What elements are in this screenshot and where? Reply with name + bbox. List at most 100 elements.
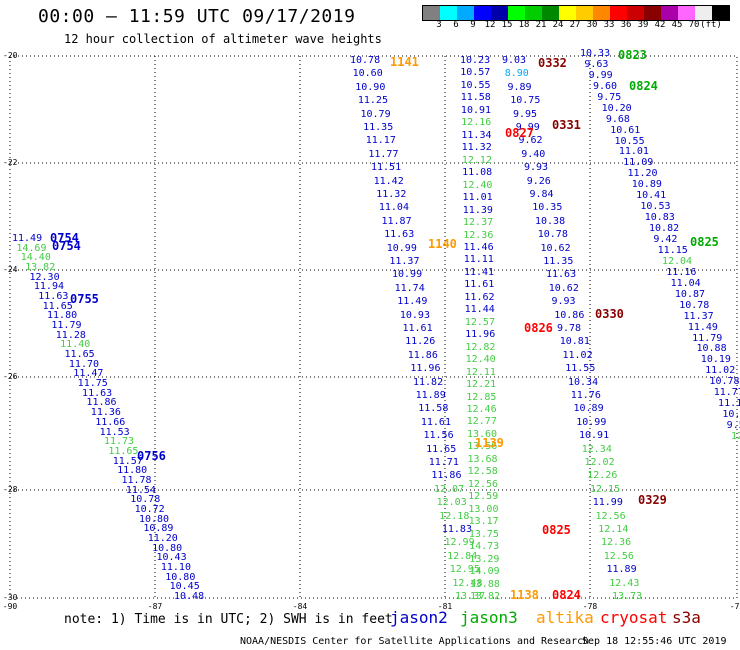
wave-height-value: 10.99 [392, 269, 423, 281]
pass-time-label: 1139 [475, 436, 504, 450]
wave-height-value: 11.51 [371, 162, 402, 174]
wave-height-value: 11.63 [38, 291, 69, 303]
scale-label: 36 [620, 20, 632, 30]
wave-height-value: 11.53 [99, 426, 130, 438]
wave-height-value: 10.20 [601, 102, 632, 114]
wave-height-value: 11.89 [415, 390, 446, 401]
pass-time-label: 0756 [137, 449, 166, 463]
wave-height-value: 14.40 [20, 252, 51, 264]
scale-swatch [627, 6, 644, 20]
wave-height-value: 13.37 [455, 591, 486, 602]
wave-height-value: 11.86 [431, 470, 462, 482]
wave-height-value: 10.33 [580, 48, 611, 59]
scale-swatch [695, 6, 712, 20]
wave-height-value: 13.56 [467, 441, 498, 453]
scale-swatch [576, 6, 593, 20]
wave-height-value: 11.15 [657, 244, 688, 256]
wave-height-value: 11.62 [464, 291, 495, 303]
wave-height-value: 12.40 [462, 179, 493, 191]
wave-height-value: 10.60 [352, 68, 383, 80]
wave-height-value: 10.23 [460, 55, 491, 66]
wave-height-value: 9.26 [526, 175, 551, 187]
wave-height-value: 10.62 [540, 242, 571, 254]
wave-height-value: 10.99 [576, 416, 607, 428]
wave-height-value: 10.78 [537, 229, 568, 241]
latitude-label: -24 [3, 265, 18, 274]
wave-height-value: 10.2 [722, 409, 740, 421]
wave-height-value: 11.77 [368, 148, 399, 160]
wave-height-value: 10.86 [554, 309, 585, 321]
wave-height-value: 10.55 [614, 135, 645, 147]
wave-height-value: 11.35 [363, 122, 394, 133]
wave-height-value: 11.11 [463, 254, 494, 266]
wave-height-value: 10.87 [674, 288, 706, 300]
scale-label: 12 [484, 20, 496, 30]
pass-time-label: 0331 [552, 118, 581, 132]
wave-height-value: 11.04 [670, 277, 701, 289]
pass-time-label: 0754 [50, 231, 79, 245]
wave-height-value: 9.99 [588, 69, 613, 81]
scale-swatch [542, 6, 559, 20]
wave-height-value: 9.84 [529, 189, 554, 200]
wave-height-value: 11.54 [125, 484, 156, 496]
wave-height-value: 11.87 [381, 215, 412, 227]
wave-height-value: 12.57 [464, 316, 495, 328]
wave-height-value: 11.39 [462, 204, 493, 216]
wave-height-value: 11.55 [565, 363, 596, 375]
wave-height-value: 11.99 [592, 497, 623, 509]
wave-height-value: 11.01 [462, 192, 493, 204]
wave-height-value: 11.16 [666, 266, 697, 278]
wave-height-value: 12.99 [444, 537, 475, 549]
legend-jason3: jason3 [460, 608, 518, 627]
longitude-label: -90 [2, 602, 18, 611]
wave-height-value: 13.00 [468, 503, 499, 515]
wave-height-value: 10.93 [399, 309, 430, 321]
pass-time-label: 1141 [390, 55, 419, 69]
wave-height-value: 10.89 [143, 523, 174, 535]
wave-height-value: 12.34 [581, 443, 612, 455]
wave-height-value: 11.20 [147, 532, 178, 544]
wave-height-value: 12.11 [465, 366, 496, 378]
scale-swatch [423, 6, 440, 20]
wave-height-value: 13.60 [466, 428, 498, 440]
wave-height-value: 12.04 [661, 255, 693, 267]
wave-height-value: 11.86 [86, 397, 117, 409]
wave-height-value: 11.73 [103, 436, 135, 448]
wave-height-value: 12.02 [584, 457, 615, 468]
wave-height-value: 11.71 [428, 457, 459, 468]
wave-height-value: 10.75 [510, 95, 541, 107]
wave-height-value: 12.56 [595, 510, 626, 522]
wave-height-value: 12.21 [466, 379, 497, 391]
longitude-label: -78 [582, 602, 598, 611]
map-title: 00:00 – 11:59 UTC 09/17/2019 [38, 6, 356, 27]
wave-height-value: 12.56 [603, 550, 634, 562]
pass-time-label: 0329 [638, 493, 667, 507]
wave-height-color-scale [422, 5, 730, 21]
wave-height-value: 10.91 [579, 430, 610, 442]
wave-height-value: 10.80 [165, 571, 196, 583]
wave-height-value: 12.95 [449, 564, 480, 576]
wave-height-value: 11.76 [570, 390, 601, 401]
wave-height-value: 9.40 [521, 148, 546, 160]
wave-height-value: 12.46 [466, 404, 497, 416]
wave-height-value: 13.68 [467, 453, 498, 465]
wave-height-value: 11.36 [90, 407, 121, 419]
latitude-label: -20 [3, 51, 18, 60]
pass-time-label: 0827 [505, 126, 534, 140]
wave-height-value: 11.65 [108, 445, 139, 457]
wave-height-value: 11.02 [562, 349, 593, 361]
wave-height-value: 11.28 [55, 329, 86, 341]
wave-height-value: 10.57 [460, 67, 491, 79]
wave-height-value: 11.63 [384, 229, 415, 241]
latitude-label: -22 [3, 158, 18, 167]
wave-height-value: 11.57 [112, 455, 143, 467]
wave-height-value: 13.75 [468, 528, 499, 540]
wave-height-value: 14.73 [469, 541, 500, 553]
scale-label: 15 [501, 20, 513, 30]
wave-height-value: 11.79 [692, 332, 723, 344]
wave-height-value: 12.30 [29, 271, 60, 283]
wave-height-value: 13.17 [468, 516, 499, 528]
longitude-label: -87 [147, 602, 163, 611]
wave-height-value: 10.72 [134, 503, 165, 515]
wave-height-value: 11.65 [426, 443, 457, 455]
